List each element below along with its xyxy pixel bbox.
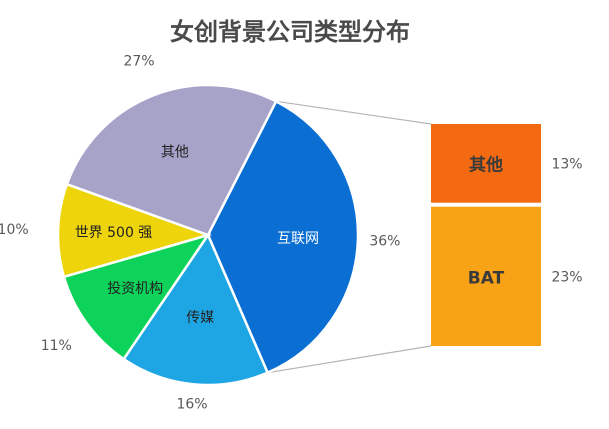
slice-value-1: 16% <box>176 397 207 413</box>
bar-segment-value-1: 23% <box>551 269 582 285</box>
bar-segment-label-1: BAT <box>468 268 505 288</box>
pie-slice-2 <box>62 232 211 361</box>
slice-label-3: 世界 500 强 <box>75 225 153 241</box>
slice-label-0: 互联网 <box>277 231 319 247</box>
connector-lines <box>267 100 432 374</box>
pie-slice-4 <box>65 83 278 237</box>
slice-value-2: 11% <box>41 338 72 354</box>
slice-value-3: 10% <box>0 222 29 238</box>
slice-value-0: 36% <box>369 234 400 250</box>
slice-label-2: 投资机构 <box>107 281 163 297</box>
pie-slice-1 <box>121 232 270 387</box>
pie-slice-3 <box>56 182 213 279</box>
pie <box>56 83 360 387</box>
bar-segment-value-0: 13% <box>551 156 582 172</box>
slice-label-4: 其他 <box>161 144 189 160</box>
pie-slice-0 <box>206 99 360 375</box>
connector-line-bottom <box>267 345 432 374</box>
bar-segment-1 <box>431 206 541 346</box>
slice-label-1: 传媒 <box>186 310 214 326</box>
breakdown-bar: 其他 13% BAT 23% <box>431 124 583 346</box>
connector-line-top <box>276 100 432 125</box>
slice-value-4: 27% <box>123 54 154 70</box>
bar-segment-0 <box>431 124 541 203</box>
pie-labels: 互联网 36% 传媒 16% 投资机构 11% 世界 500 强 10% 其他 27% <box>0 54 400 413</box>
chart-title: 女创背景公司类型分布 <box>170 18 410 46</box>
bar-segment-label-0: 其他 <box>469 154 503 175</box>
